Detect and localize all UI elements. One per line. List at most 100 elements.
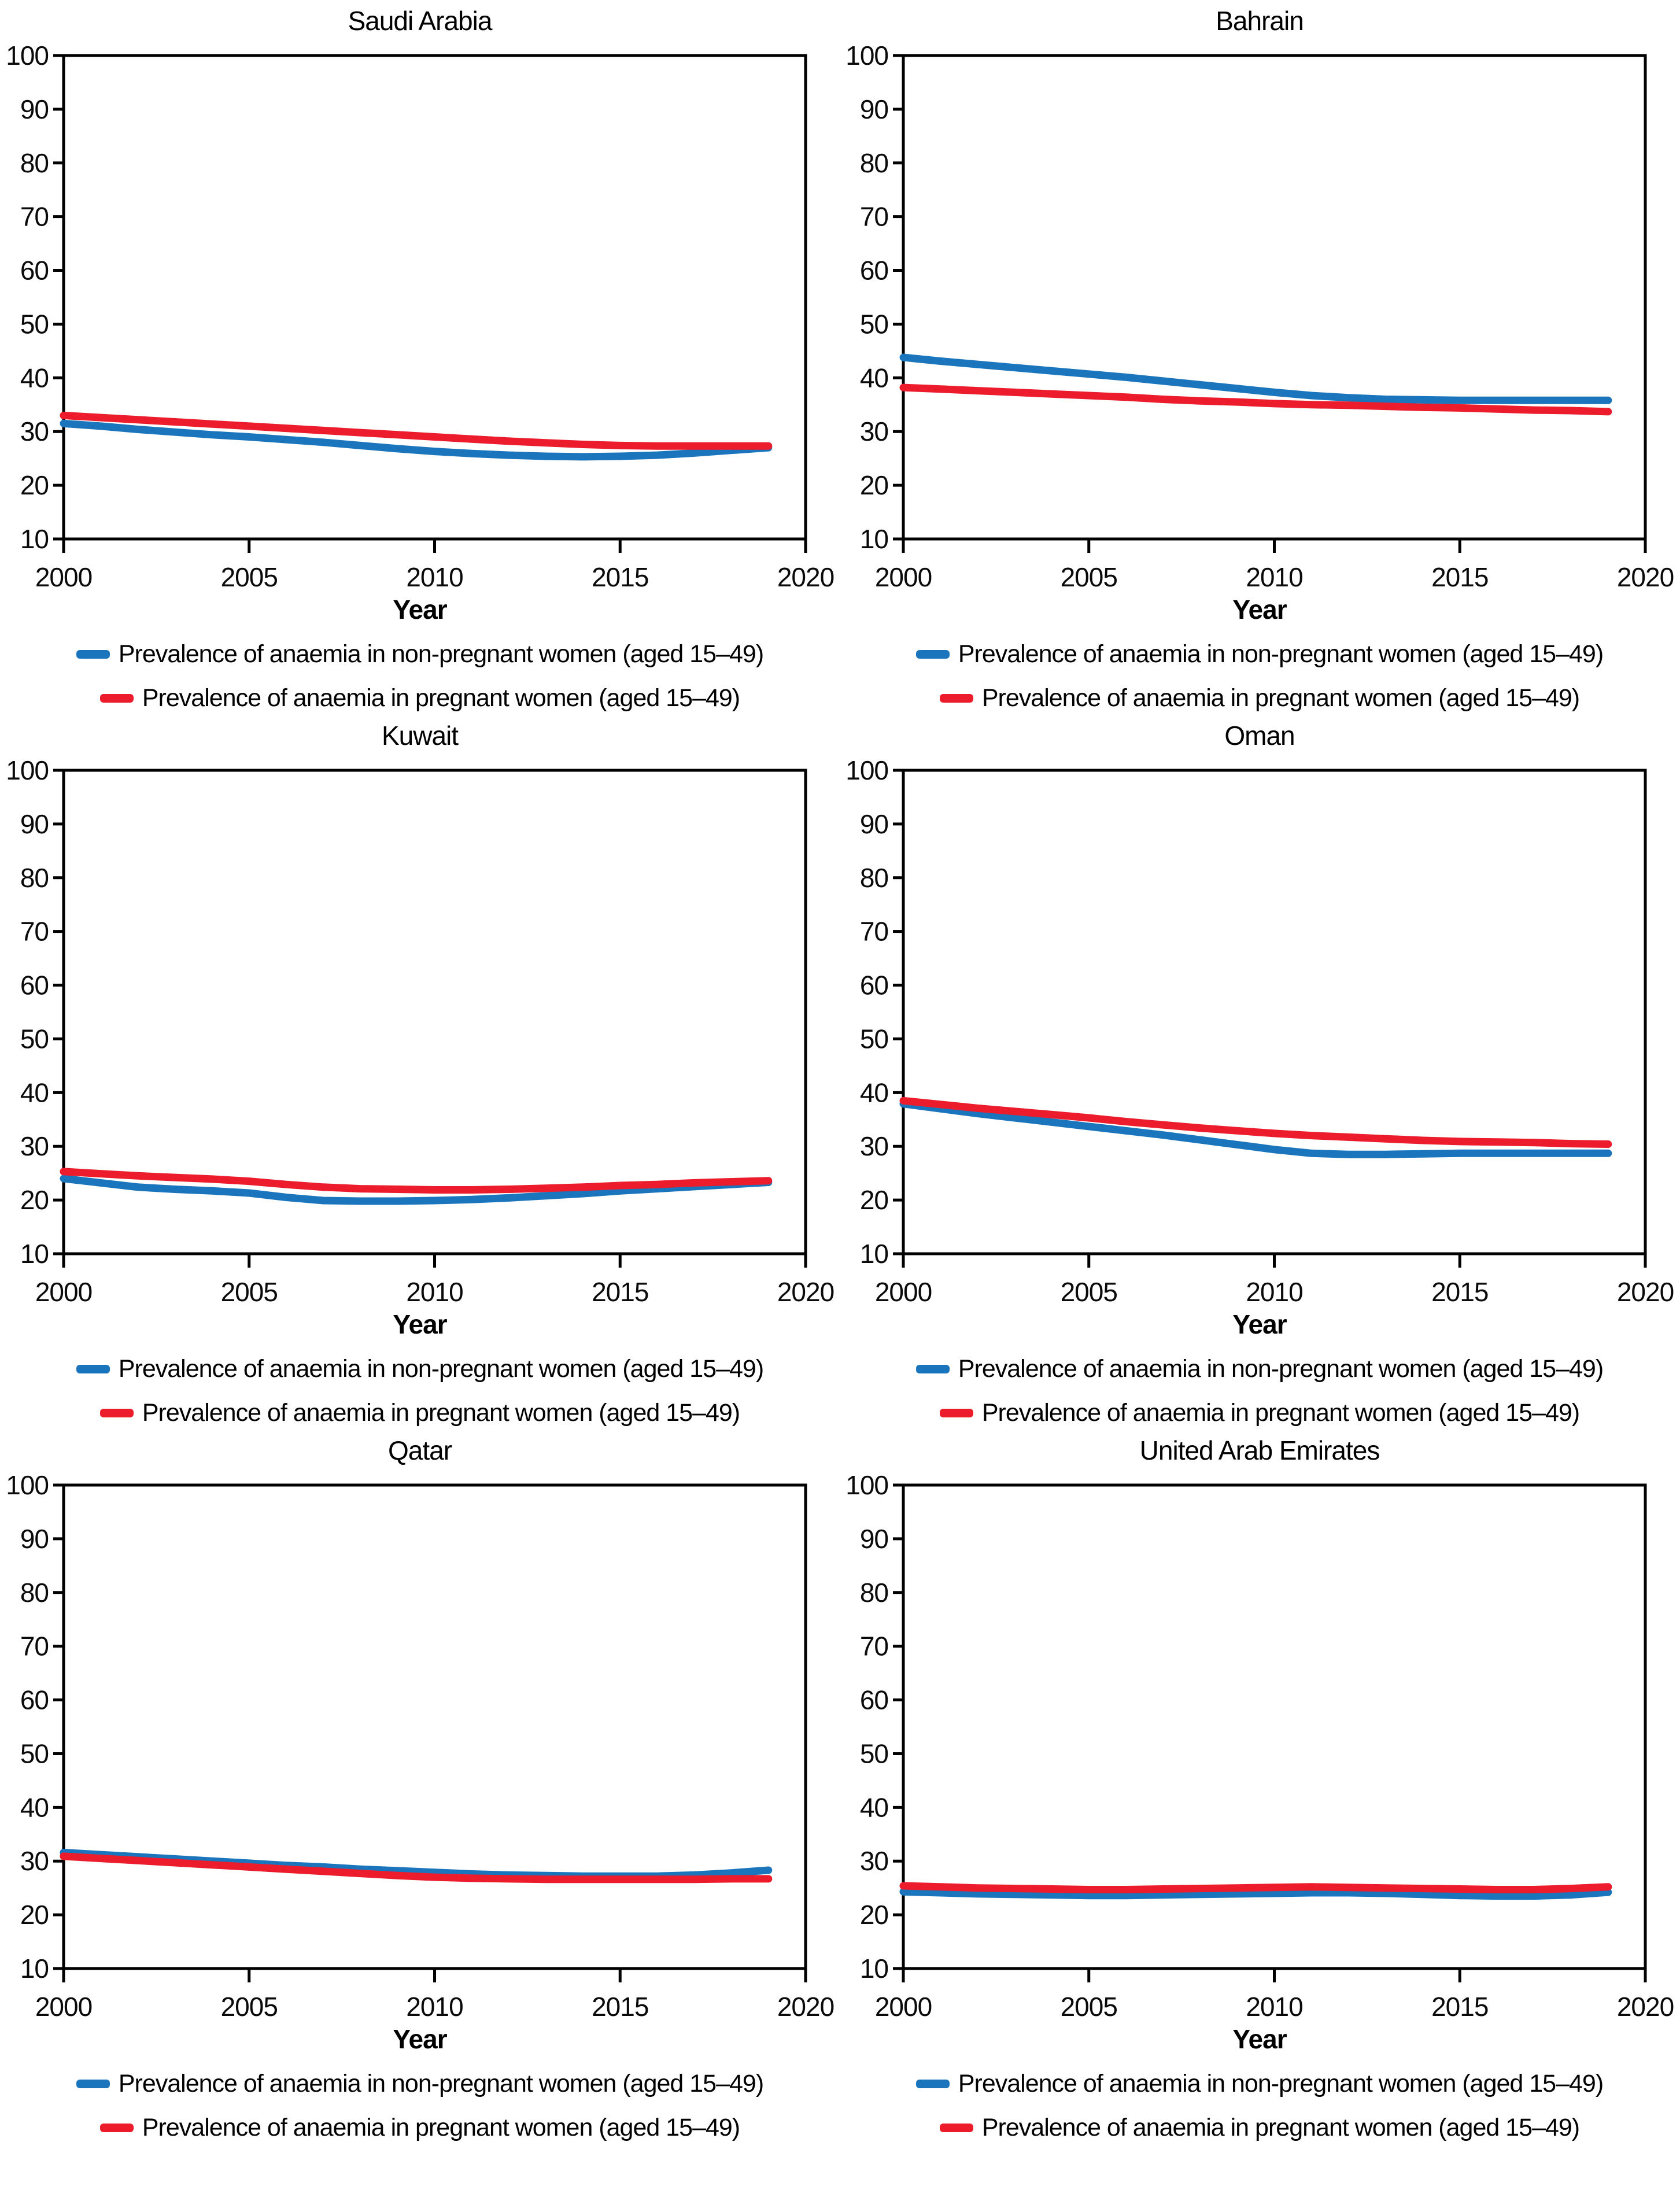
chart-legend: Prevalence of anaemia in non-pregnant wo… bbox=[0, 640, 840, 712]
legend-swatch-blue-line bbox=[76, 2079, 110, 2088]
panel-row-3: Qatar 10 20 30 40 50 60 70 80 90 100 2000 2005 2010 2… bbox=[0, 1433, 1680, 2148]
chart-title: Oman bbox=[1224, 721, 1295, 751]
svg-text:60: 60 bbox=[860, 970, 888, 1000]
x-axis-label: Year bbox=[1232, 1309, 1287, 1339]
legend-item-pregnant: Prevalence of anaemia in pregnant women … bbox=[939, 2113, 1580, 2142]
legend-label-pregnant: Prevalence of anaemia in pregnant women … bbox=[981, 2114, 1580, 2141]
legend-swatch-blue-line bbox=[915, 2079, 950, 2088]
panel-row-2: Kuwait 10 20 30 40 50 60 70 80 90 100 2000 2005 2010… bbox=[0, 718, 1680, 1433]
legend-swatch-blue-line bbox=[76, 1364, 110, 1373]
legend-item-pregnant: Prevalence of anaemia in pregnant women … bbox=[99, 684, 740, 712]
svg-text:40: 40 bbox=[20, 363, 49, 393]
legend-swatch-blue-line bbox=[915, 649, 950, 659]
svg-text:2000: 2000 bbox=[35, 1992, 92, 2022]
svg-text:90: 90 bbox=[860, 1524, 888, 1554]
svg-text:2020: 2020 bbox=[1617, 562, 1674, 592]
svg-text:2010: 2010 bbox=[406, 1277, 463, 1307]
x-axis-label: Year bbox=[393, 594, 447, 625]
svg-text:40: 40 bbox=[20, 1077, 49, 1107]
chart-legend: Prevalence of anaemia in non-pregnant wo… bbox=[0, 1354, 840, 1427]
legend-swatch-red-line bbox=[939, 693, 973, 703]
svg-text:2010: 2010 bbox=[406, 562, 463, 592]
legend-swatch-red-line bbox=[99, 2123, 134, 2132]
chart-title: Bahrain bbox=[1216, 6, 1304, 36]
svg-text:2005: 2005 bbox=[1061, 562, 1117, 592]
svg-text:20: 20 bbox=[20, 470, 49, 500]
legend-item-non-pregnant: Prevalence of anaemia in non-pregnant wo… bbox=[915, 2069, 1604, 2098]
svg-text:70: 70 bbox=[860, 202, 888, 232]
svg-text:2020: 2020 bbox=[777, 1277, 834, 1307]
svg-text:2015: 2015 bbox=[592, 1277, 648, 1307]
svg-text:2005: 2005 bbox=[221, 562, 278, 592]
svg-text:2015: 2015 bbox=[592, 1992, 648, 2022]
svg-text:70: 70 bbox=[20, 202, 49, 232]
svg-text:80: 80 bbox=[20, 863, 49, 893]
chart-legend: Prevalence of anaemia in non-pregnant wo… bbox=[840, 2069, 1679, 2142]
svg-text:2000: 2000 bbox=[875, 562, 932, 592]
svg-text:10: 10 bbox=[860, 1953, 888, 1984]
panel-row-1: Saudi Arabia 10 20 30 40 50 60 70 80 90 100 2000 20… bbox=[0, 3, 1680, 718]
chart-panel-united-arab-emirates: United Arab Emirates 10 20 30 40 50 60 70 80 90 1… bbox=[840, 1433, 1679, 2142]
svg-text:2000: 2000 bbox=[35, 562, 92, 592]
svg-text:2005: 2005 bbox=[1061, 1992, 1117, 2022]
legend-label-non-pregnant: Prevalence of anaemia in non-pregnant wo… bbox=[958, 1355, 1604, 1383]
svg-text:80: 80 bbox=[20, 1578, 49, 1608]
svg-text:70: 70 bbox=[860, 917, 888, 947]
legend-label-non-pregnant: Prevalence of anaemia in non-pregnant wo… bbox=[958, 640, 1604, 668]
svg-text:60: 60 bbox=[860, 256, 888, 286]
svg-text:80: 80 bbox=[860, 148, 888, 178]
svg-text:2020: 2020 bbox=[1617, 1992, 1674, 2022]
svg-text:30: 30 bbox=[860, 1846, 888, 1876]
svg-text:80: 80 bbox=[20, 148, 49, 178]
legend-item-non-pregnant: Prevalence of anaemia in non-pregnant wo… bbox=[76, 2069, 764, 2098]
svg-text:50: 50 bbox=[860, 309, 888, 339]
svg-text:30: 30 bbox=[20, 416, 49, 446]
svg-text:2015: 2015 bbox=[1431, 1992, 1488, 2022]
svg-text:2015: 2015 bbox=[1431, 562, 1488, 592]
svg-text:90: 90 bbox=[860, 94, 888, 124]
chart-title: Kuwait bbox=[381, 721, 459, 751]
svg-text:100: 100 bbox=[6, 1470, 49, 1500]
svg-text:90: 90 bbox=[20, 1524, 49, 1554]
svg-text:20: 20 bbox=[860, 1185, 888, 1215]
svg-text:20: 20 bbox=[20, 1900, 49, 1930]
chart-legend: Prevalence of anaemia in non-pregnant wo… bbox=[0, 2069, 840, 2142]
svg-text:20: 20 bbox=[20, 1185, 49, 1215]
legend-swatch-red-line bbox=[939, 2123, 973, 2132]
svg-text:60: 60 bbox=[860, 1685, 888, 1715]
chart-title: United Arab Emirates bbox=[1139, 1435, 1380, 1465]
line-chart: 10 20 30 40 50 60 70 80 90 100 2000 2005 2010 2015 202… bbox=[6, 755, 835, 1307]
legend-item-non-pregnant: Prevalence of anaemia in non-pregnant wo… bbox=[76, 1354, 764, 1383]
svg-text:30: 30 bbox=[20, 1131, 49, 1161]
svg-text:2015: 2015 bbox=[592, 562, 648, 592]
svg-text:2000: 2000 bbox=[875, 1992, 932, 2022]
svg-text:100: 100 bbox=[845, 755, 888, 785]
svg-text:2020: 2020 bbox=[1617, 1277, 1674, 1307]
svg-text:90: 90 bbox=[20, 94, 49, 124]
svg-text:2005: 2005 bbox=[221, 1992, 278, 2022]
svg-text:2015: 2015 bbox=[1431, 1277, 1488, 1307]
svg-text:70: 70 bbox=[20, 1631, 49, 1661]
line-chart: 10 20 30 40 50 60 70 80 90 100 2000 2005 2010 2015 202… bbox=[6, 1470, 835, 2022]
legend-label-non-pregnant: Prevalence of anaemia in non-pregnant wo… bbox=[118, 2070, 764, 2097]
legend-label-non-pregnant: Prevalence of anaemia in non-pregnant wo… bbox=[958, 2070, 1604, 2097]
legend-item-pregnant: Prevalence of anaemia in pregnant women … bbox=[939, 684, 1580, 712]
svg-text:100: 100 bbox=[845, 1470, 888, 1500]
legend-swatch-red-line bbox=[939, 1408, 973, 1417]
figure-anaemia-prevalence-panels: Saudi Arabia 10 20 30 40 50 60 70 80 90 100 2000 20… bbox=[0, 3, 1680, 2148]
svg-text:10: 10 bbox=[860, 524, 888, 554]
line-chart: 10 20 30 40 50 60 70 80 90 100 2000 2005 2010 2015 202… bbox=[845, 755, 1674, 1307]
svg-text:50: 50 bbox=[860, 1024, 888, 1054]
x-axis-label: Year bbox=[1232, 594, 1287, 625]
svg-text:2010: 2010 bbox=[1246, 1277, 1302, 1307]
legend-label-pregnant: Prevalence of anaemia in pregnant women … bbox=[142, 1399, 740, 1427]
chart-title: Saudi Arabia bbox=[348, 6, 493, 36]
svg-text:60: 60 bbox=[20, 1685, 49, 1715]
svg-text:70: 70 bbox=[20, 917, 49, 947]
svg-text:60: 60 bbox=[20, 256, 49, 286]
chart-legend: Prevalence of anaemia in non-pregnant wo… bbox=[840, 1354, 1679, 1427]
svg-text:60: 60 bbox=[20, 970, 49, 1000]
svg-text:50: 50 bbox=[20, 309, 49, 339]
svg-text:30: 30 bbox=[860, 416, 888, 446]
svg-text:2020: 2020 bbox=[777, 1992, 834, 2022]
